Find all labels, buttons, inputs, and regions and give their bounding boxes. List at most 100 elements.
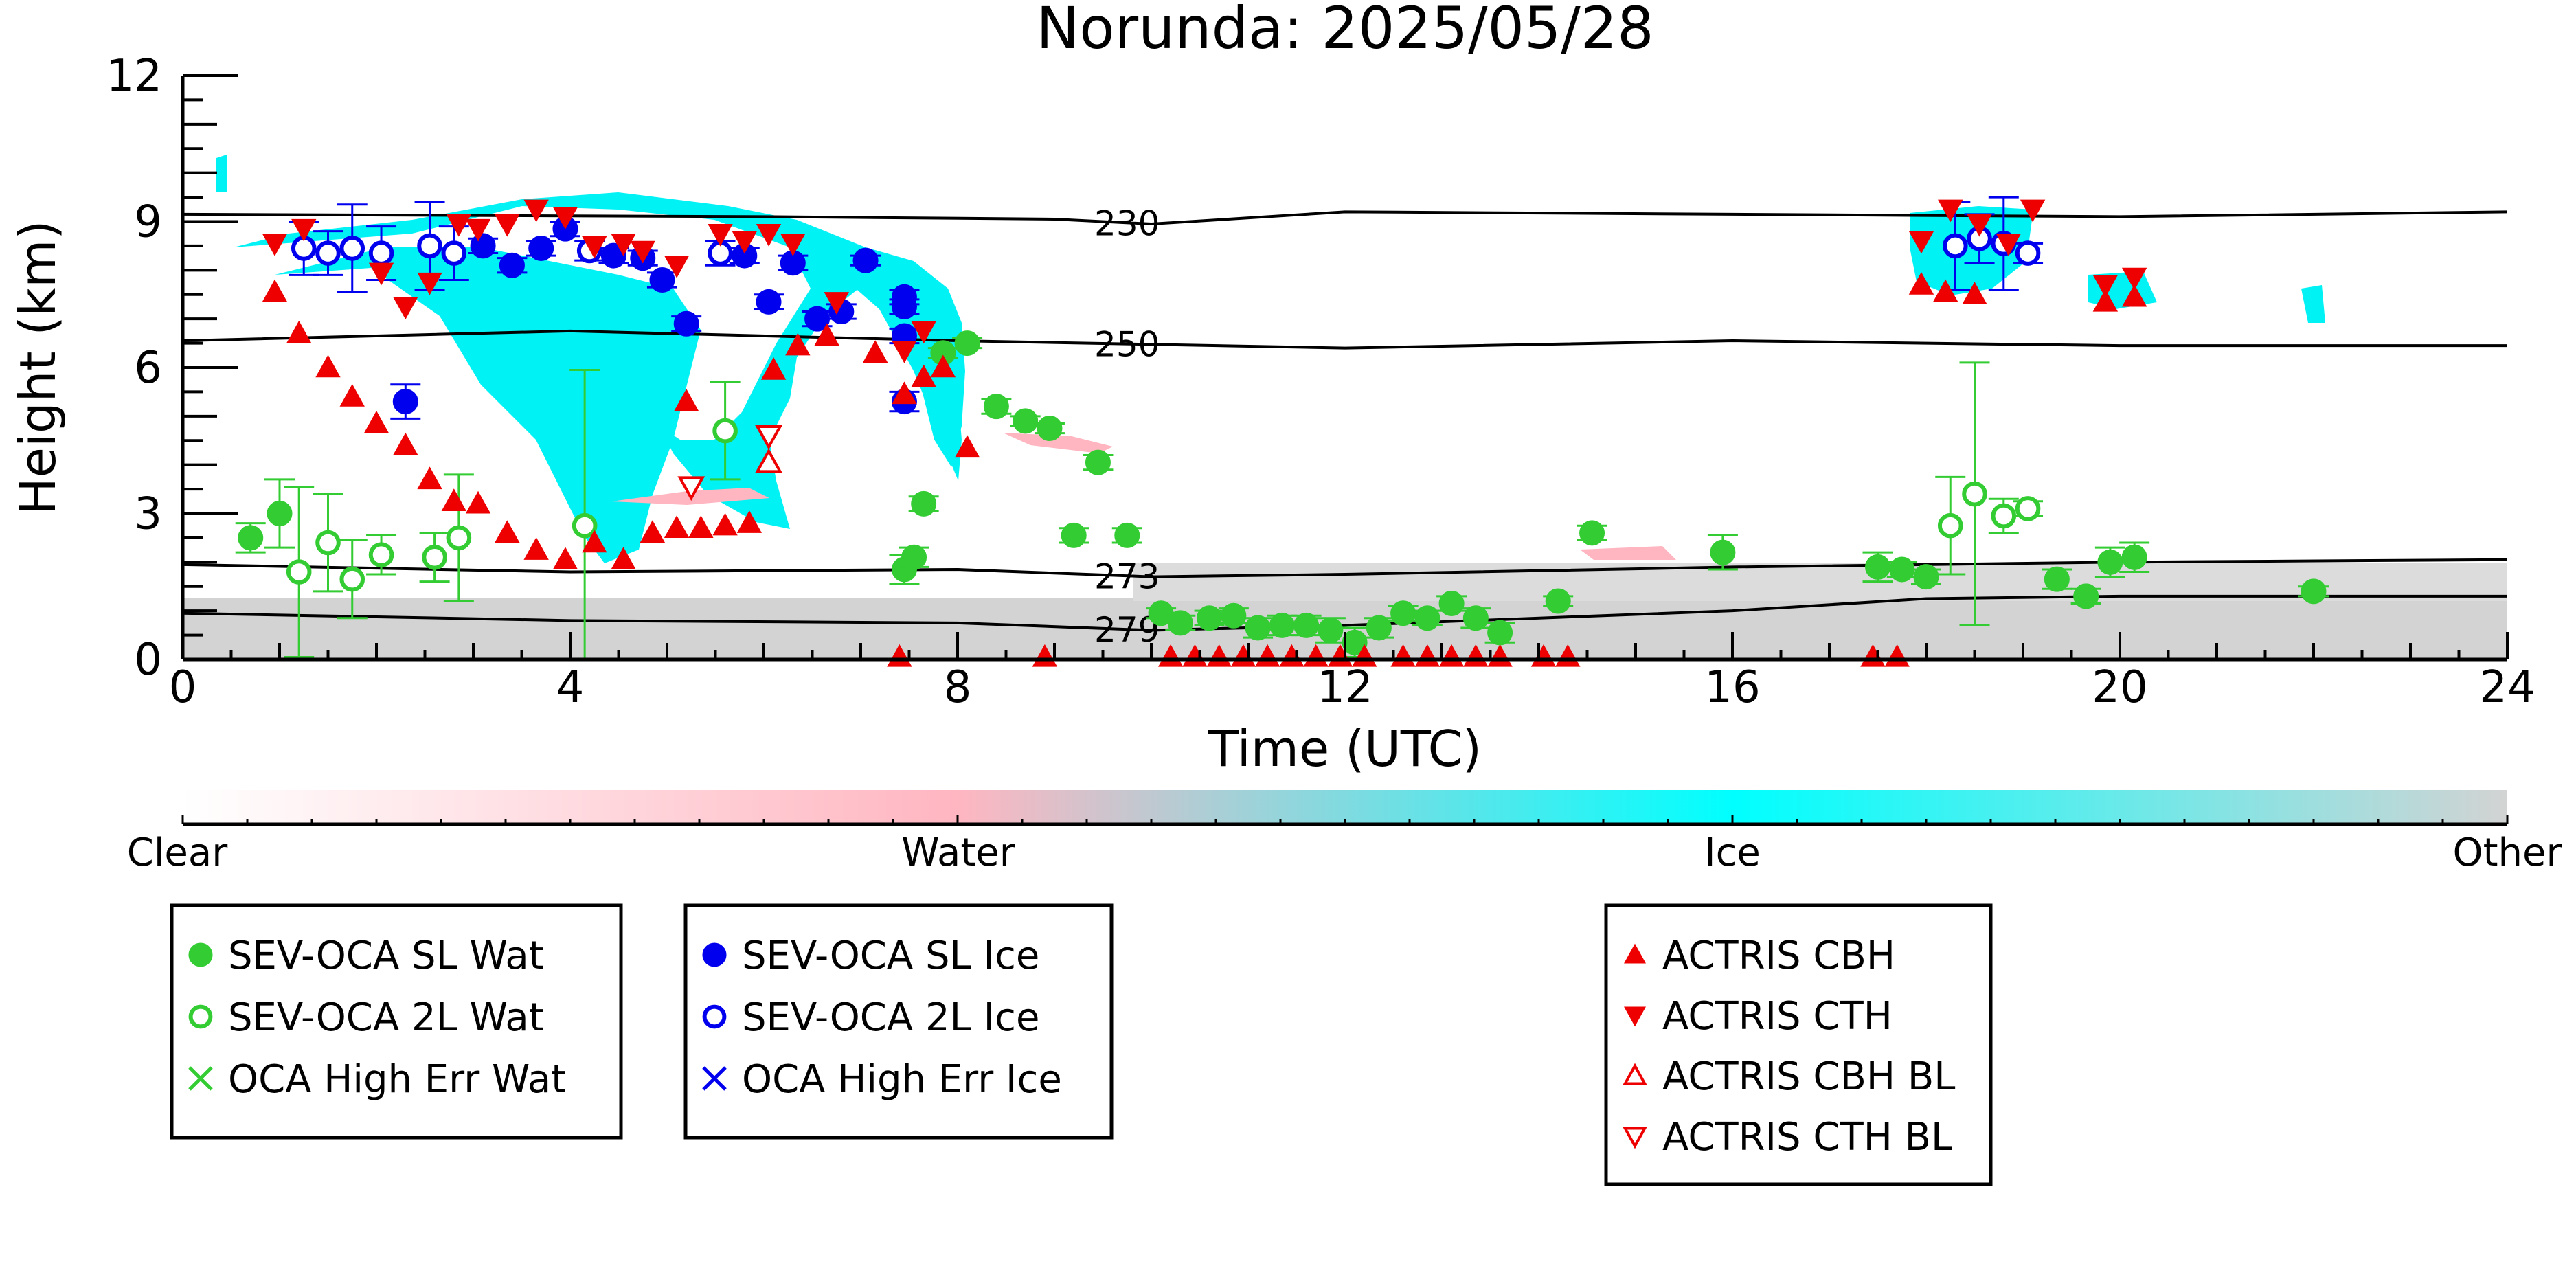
data-point (2301, 578, 2327, 605)
data-point (392, 389, 418, 415)
data-point (1197, 605, 1223, 631)
x-axis-label: Time (UTC) (1208, 720, 1482, 778)
legends: SEV-OCA SL Wat SEV-OCA 2L Wat OCA High Err… (170, 903, 1993, 1186)
x-ticks: 0 4 8 12 16 20 24 (169, 632, 2535, 713)
legend-marker (1623, 1127, 1647, 1149)
legend-marker (702, 1066, 727, 1091)
data-point (1167, 610, 1193, 636)
data-point (756, 289, 782, 315)
phase-background (183, 155, 2507, 661)
data-point (785, 332, 811, 356)
data-point (393, 297, 418, 320)
data-point (1933, 279, 1958, 302)
data-point (368, 240, 394, 266)
series-actris-cth (262, 199, 2147, 363)
contour-label: 230 (1094, 203, 1160, 243)
data-point (2073, 583, 2099, 609)
data-point (640, 520, 666, 543)
data-point (1908, 231, 1934, 254)
contour-label: 250 (1094, 325, 1160, 365)
legend-marker (1624, 943, 1646, 964)
x-tick-label: 8 (944, 662, 972, 713)
legend-marker (188, 942, 213, 967)
data-point (2015, 496, 2041, 521)
data-point (339, 236, 365, 261)
data-point (262, 279, 288, 302)
data-point (470, 233, 496, 259)
data-point (677, 476, 705, 501)
y-tick-label: 12 (106, 51, 162, 102)
data-point (1908, 272, 1934, 295)
data-point (954, 330, 980, 357)
legend-marker (702, 942, 727, 967)
colorbar-label: Other (2452, 831, 2562, 875)
data-point (755, 425, 782, 450)
data-point (674, 389, 699, 411)
legend-box: SEV-OCA SL Ice SEV-OCA 2L Ice OCA High Err… (683, 903, 1114, 1140)
data-point (1487, 620, 1513, 646)
data-point (1943, 233, 1968, 259)
y-tick-label: 9 (134, 197, 162, 248)
legend-item: OCA High Err Ice (702, 1057, 1062, 1102)
data-point (262, 234, 288, 256)
data-point (911, 490, 937, 517)
data-point (954, 435, 980, 458)
x-tick-label: 20 (2092, 662, 2147, 713)
data-point (1061, 522, 1087, 548)
data-point (315, 240, 341, 266)
data-point (368, 542, 394, 568)
data-point (1996, 234, 2022, 256)
data-point (664, 515, 690, 538)
contour-line-250 (182, 329, 2507, 350)
data-point (1938, 199, 1963, 223)
data-point (673, 310, 699, 337)
data-point (611, 547, 636, 569)
data-point (1962, 282, 1987, 304)
data-point (611, 234, 636, 256)
data-point (712, 418, 738, 444)
legend-item: ACTRIS CTH BL (1623, 1115, 1952, 1160)
data-point (2121, 267, 2147, 291)
y-tick-label: 6 (134, 343, 162, 394)
legend-label: SEV-OCA 2L Wat (228, 995, 544, 1040)
legend-label: ACTRIS CBH (1662, 934, 1895, 978)
legend-item: SEV-OCA 2L Wat (188, 995, 544, 1040)
data-point (649, 267, 675, 293)
series-actris-cth-bl (677, 425, 782, 501)
data-point (286, 320, 312, 343)
data-point (2015, 240, 2041, 266)
data-point (1710, 539, 1736, 565)
data-point (582, 530, 607, 553)
data-point (2097, 549, 2123, 575)
data-point (892, 381, 917, 405)
data-point (582, 236, 607, 259)
data-point (756, 224, 782, 247)
data-point (2020, 199, 2046, 223)
data-point (499, 252, 525, 278)
ice-cloud-region (824, 261, 962, 481)
colorbar-gradient (183, 790, 2507, 824)
legend-item: ACTRIS CBH BL (1623, 1054, 1955, 1099)
data-point (417, 272, 442, 295)
x-tick-label: 4 (556, 662, 585, 713)
data-point (2092, 289, 2119, 312)
data-point (1991, 503, 2017, 529)
data-point (446, 214, 472, 237)
data-point (688, 515, 714, 538)
legend-item: SEV-OCA SL Wat (188, 934, 544, 978)
data-point (1889, 556, 1915, 583)
data-point (552, 547, 578, 569)
data-point (712, 512, 738, 536)
legend-item: ACTRIS CBH (1624, 934, 1895, 978)
legend-marker (188, 1066, 213, 1091)
data-point (1967, 214, 1992, 237)
water-cloud-region (1580, 546, 1676, 560)
legend-frame (1604, 903, 1993, 1186)
series-sev-oca-2l-ice (289, 196, 2044, 293)
colorbar-label: Clear (127, 831, 228, 875)
legend-frame (683, 903, 1114, 1140)
data-point (1037, 416, 1063, 442)
legend-frame (170, 903, 623, 1140)
legend-label: SEV-OCA SL Ice (742, 934, 1039, 978)
